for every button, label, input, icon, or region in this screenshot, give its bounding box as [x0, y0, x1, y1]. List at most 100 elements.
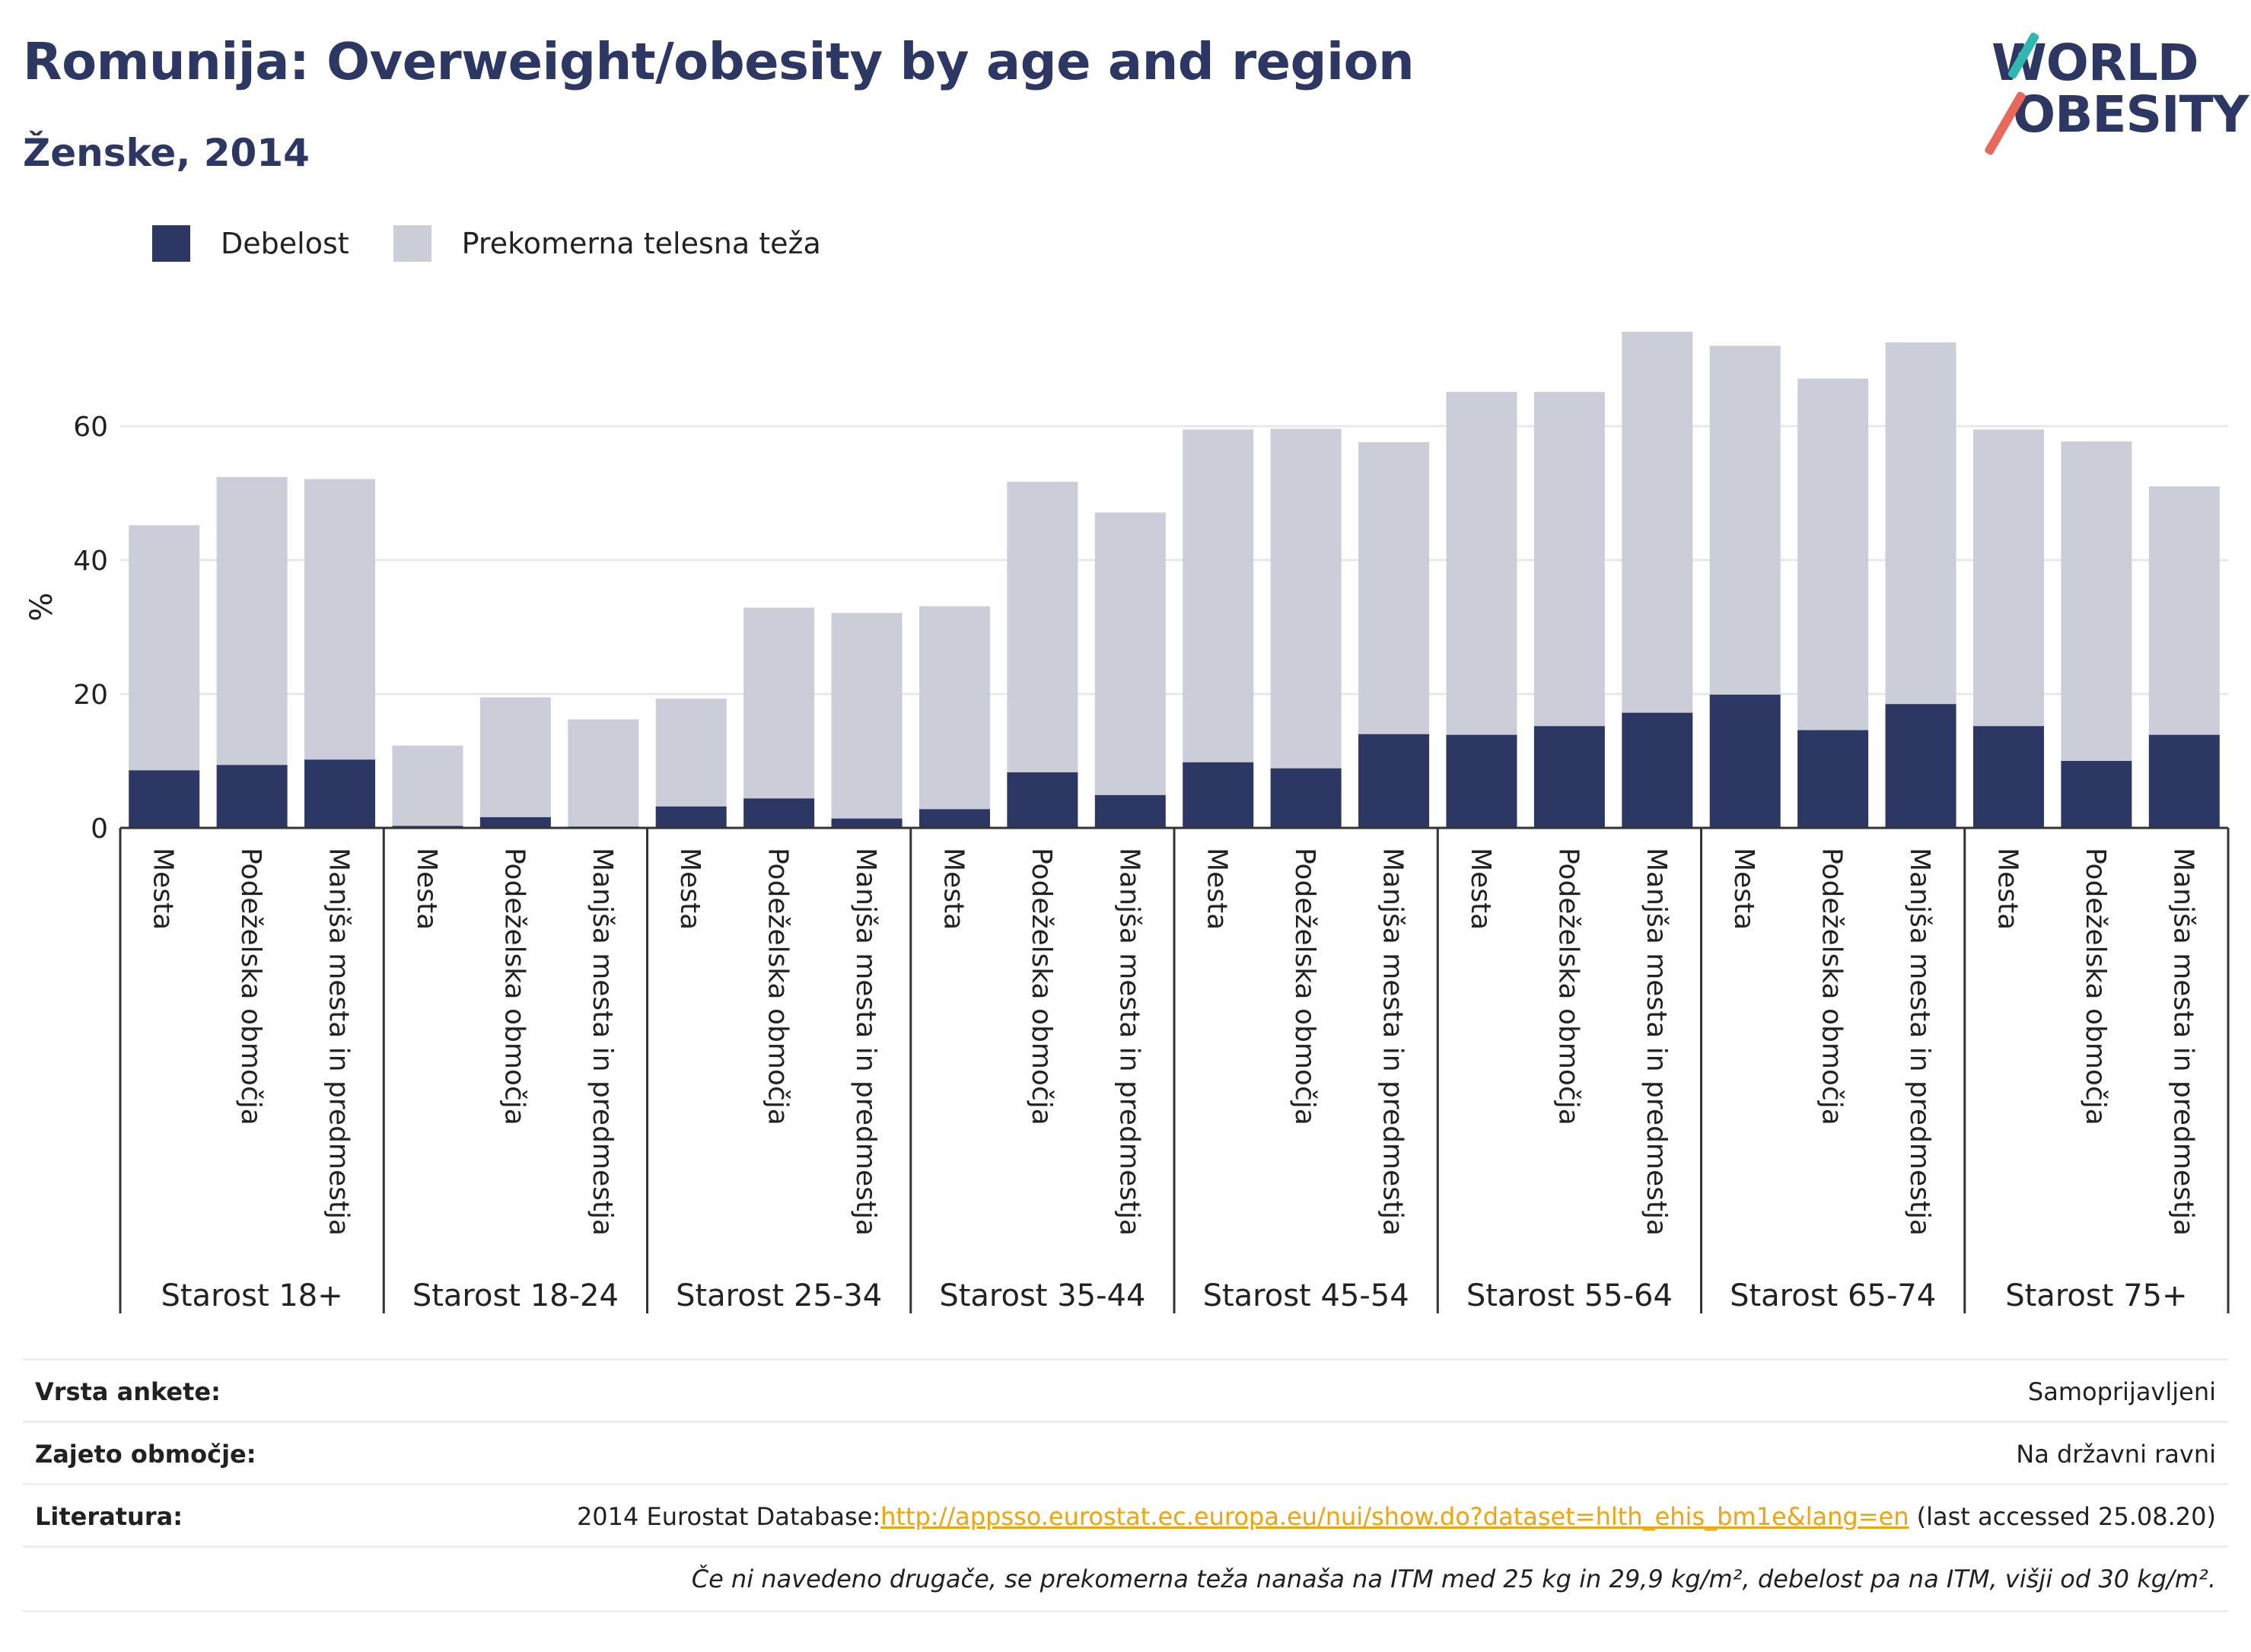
x-tick-label: Manjša mesta in predmestja	[1641, 848, 1672, 1236]
info-label: Zajeto območje:	[35, 1440, 256, 1469]
x-tick-label: Manjša mesta in predmestja	[1377, 848, 1409, 1236]
bar-obesity	[1797, 730, 1869, 828]
info-row-references: Literatura: 2014 Eurostat Database:http:…	[23, 1483, 2228, 1548]
bar-overweight	[479, 697, 551, 817]
bar-overweight	[129, 525, 200, 771]
bar-obesity	[1622, 712, 1693, 828]
bar-obesity	[655, 806, 727, 828]
bar-obesity	[831, 818, 903, 828]
group-label: Starost 18+	[161, 1278, 342, 1313]
x-tick-label: Manjša mesta in predmestja	[1113, 848, 1145, 1236]
legend-label-overweight: Prekomerna telesna teža	[461, 227, 821, 260]
group-label: Starost 18-24	[412, 1278, 619, 1313]
reference-link[interactable]: http://appsso.eurostat.ec.europa.eu/nui/…	[880, 1502, 1909, 1531]
x-tick-label: Manjša mesta in predmestja	[850, 848, 881, 1236]
bar-obesity	[1972, 726, 2044, 828]
x-tick-label: Podeželska območja	[1026, 848, 1057, 1125]
info-value: Na državni ravni	[2016, 1440, 2216, 1469]
x-tick-label: Podeželska območja	[498, 848, 530, 1125]
reference-prefix: 2014 Eurostat Database:	[576, 1502, 881, 1531]
bar-obesity	[2061, 761, 2132, 828]
x-tick-label: Mesta	[1992, 848, 2023, 930]
x-tick-label: Manjša mesta in predmestja	[1904, 848, 1935, 1236]
bar-obesity	[743, 798, 815, 828]
legend-swatch-obesity	[152, 225, 190, 262]
info-row-coverage: Zajeto območje: Na državni ravni	[23, 1421, 2228, 1485]
info-value: 2014 Eurostat Database:http://appsso.eur…	[577, 1502, 2228, 1531]
page-title: Romunija: Overweight/obesity by age and …	[23, 32, 1415, 91]
x-tick-label: Podeželska območja	[763, 848, 794, 1125]
bar-obesity	[1270, 768, 1342, 828]
bar-overweight	[743, 607, 815, 799]
world-obesity-logo: WORLD OBESITY	[1975, 23, 2249, 160]
bar-overweight	[216, 476, 288, 766]
x-tick-label: Podeželska območja	[1816, 848, 1848, 1125]
stacked-bar-chart: 0 20 40 60% Mesta Podeželska območja Manjša me…	[24, 331, 2230, 1313]
legend-label-obesity: Debelost	[221, 227, 349, 260]
x-tick-label: Mesta	[1465, 848, 1496, 930]
bar-overweight	[1709, 345, 1781, 695]
reference-suffix: (last accessed 25.08.20)	[1909, 1502, 2216, 1531]
bar-overweight	[2061, 441, 2132, 761]
bar-obesity	[1533, 726, 1605, 828]
info-label: Literatura:	[35, 1502, 183, 1531]
x-tick-label: Podeželska območja	[235, 848, 266, 1125]
legend-item-overweight[interactable]: Prekomerna telesna teža	[393, 225, 821, 262]
group-label: Starost 35-44	[939, 1278, 1145, 1313]
bar-overweight	[655, 699, 727, 807]
bar-overweight	[1972, 429, 2044, 727]
y-axis-label: %	[24, 593, 59, 622]
x-tick-label: Mesta	[674, 848, 705, 930]
bar-obesity	[129, 770, 200, 828]
y-tick-label: 40	[73, 546, 108, 577]
group-label: Starost 75+	[2005, 1278, 2187, 1313]
bar-obesity	[479, 816, 551, 828]
x-tick-label: Manjša mesta in predmestja	[2167, 848, 2198, 1236]
x-tick-label: Mesta	[1202, 848, 1233, 930]
x-tick-label: Podeželska območja	[1289, 848, 1320, 1125]
bar-overweight	[1183, 429, 1254, 762]
bar-obesity	[1183, 762, 1254, 828]
logo-line-2: OBESITY	[2013, 85, 2249, 144]
y-tick-label: 60	[73, 412, 108, 443]
x-tick-label: Podeželska območja	[1552, 848, 1584, 1125]
bar-overweight	[831, 613, 903, 819]
bar-obesity	[1007, 772, 1078, 828]
bar-obesity	[304, 759, 376, 828]
legend-swatch-overweight	[393, 225, 431, 262]
info-row-footnote: Če ni navedeno drugače, se prekomerna te…	[23, 1545, 2228, 1612]
bar-overweight	[568, 719, 639, 827]
x-tick-label: Manjša mesta in predmestja	[323, 848, 355, 1236]
bar-overweight	[1797, 378, 1869, 731]
bar-overweight	[304, 479, 376, 760]
bar-obesity	[1885, 704, 1956, 828]
info-value: Samoprijavljeni	[2027, 1377, 2216, 1406]
x-tick-label: Mesta	[1728, 848, 1759, 930]
bar-overweight	[1533, 392, 1605, 727]
bar-overweight	[1270, 428, 1342, 769]
x-tick-label: Mesta	[938, 848, 969, 930]
x-tick-label: Podeželska območja	[2080, 848, 2111, 1125]
bar-obesity	[1709, 694, 1781, 828]
x-tick-label: Mesta	[411, 848, 442, 930]
x-tick-label: Mesta	[148, 848, 179, 930]
bar-overweight	[1446, 392, 1517, 735]
bar-obesity	[919, 809, 990, 828]
footnote: Če ni navedeno drugače, se prekomerna te…	[691, 1564, 2216, 1593]
group-label: Starost 25-34	[676, 1278, 882, 1313]
bar-overweight	[392, 745, 463, 826]
chart-legend: Debelost Prekomerna telesna teža	[152, 225, 865, 262]
bar-obesity	[1094, 794, 1166, 828]
group-label: Starost 45-54	[1203, 1278, 1409, 1313]
info-row-survey-type: Vrsta ankete: Samoprijavljeni	[23, 1358, 2228, 1423]
group-label: Starost 55-64	[1466, 1278, 1673, 1313]
y-tick-label: 20	[73, 680, 108, 711]
legend-item-obesity[interactable]: Debelost	[152, 225, 349, 262]
bar-obesity	[216, 765, 288, 828]
bar-overweight	[1094, 512, 1166, 795]
group-label: Starost 65-74	[1730, 1278, 1936, 1313]
info-label: Vrsta ankete:	[35, 1377, 221, 1406]
bar-overweight	[1007, 482, 1078, 772]
bar-overweight	[1358, 442, 1430, 734]
bar-overweight	[1622, 331, 1693, 713]
